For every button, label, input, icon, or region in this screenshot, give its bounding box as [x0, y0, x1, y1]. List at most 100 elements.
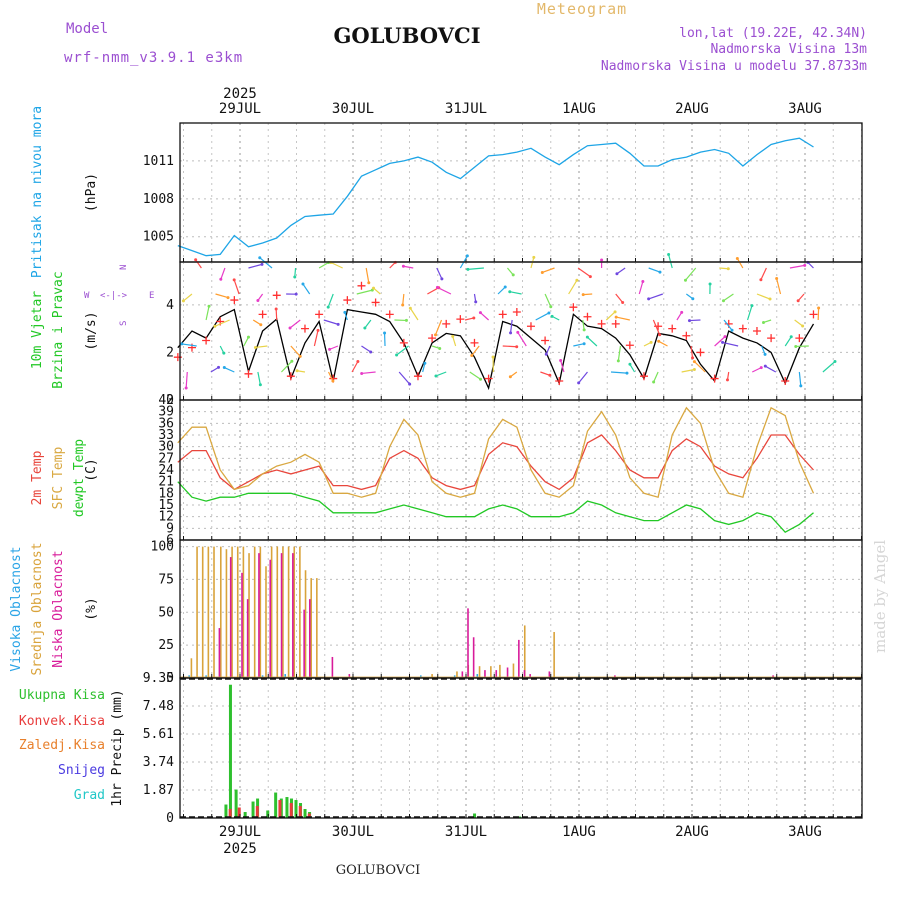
wind-arrow-head: [582, 328, 586, 332]
wind-arrow-head: [763, 352, 767, 356]
wind-arrow-head: [616, 359, 620, 363]
y-tick-label: 6: [166, 533, 174, 548]
wind-arrow: [318, 261, 329, 269]
wind-arrow-head: [343, 310, 347, 314]
wind-arrow: [765, 365, 777, 373]
y-axis-unit: (hPa): [84, 173, 99, 212]
wind-arrow: [509, 319, 513, 333]
wind-arrow: [281, 360, 293, 373]
wind-arrow: [497, 286, 506, 295]
wind-arrow: [736, 258, 744, 269]
wind-arrow-head: [641, 280, 645, 284]
precip-bar: [473, 813, 477, 818]
wind-arrow: [719, 267, 729, 270]
y-tick-label: 21: [158, 475, 174, 490]
gust-marker: [738, 324, 747, 333]
wind-arrow: [794, 319, 803, 327]
wind-arrow-head: [184, 386, 188, 390]
wind-arrow-head: [356, 360, 360, 364]
watermark: made by Angel: [871, 540, 889, 653]
day-label-bottom: 31JUL: [445, 824, 487, 840]
wind-arrow: [365, 267, 370, 283]
wind-arrow-head: [544, 352, 548, 356]
wind-arrow-head: [652, 380, 656, 384]
y-tick-label: 3.74: [143, 755, 174, 770]
wind-arrow: [798, 371, 802, 386]
label-low-cloud: Niska Oblacnost: [51, 550, 66, 667]
label-pressure: Pritisak na nivou mora: [30, 106, 45, 278]
wind-arrow: [689, 319, 701, 322]
wind-arrow: [294, 267, 297, 278]
wind-arrow: [685, 267, 697, 281]
wind-arrow-head: [256, 298, 260, 302]
wind-arrow-head: [833, 360, 837, 364]
wind-arrow-head: [408, 306, 412, 310]
panel-pressure: 1005 1008 1011 (hPa): [84, 122, 863, 263]
wind-arrow: [648, 267, 661, 273]
wind-arrow: [183, 293, 193, 302]
footer-station: GOLUBOVCI: [336, 863, 421, 878]
y-tick-label: 18: [158, 486, 174, 501]
gust-marker: [611, 319, 620, 328]
wind-arrow-head: [360, 371, 364, 375]
compass-south: S: [119, 321, 129, 326]
gust-marker: [272, 291, 281, 300]
precip-bar: [278, 800, 282, 818]
y-tick-label: 42: [158, 393, 174, 408]
wind-arrow-head: [683, 278, 687, 282]
wind-arrow: [403, 265, 414, 269]
wind-arrow: [760, 267, 767, 281]
gust-marker: [484, 374, 493, 383]
wind-arrow-head: [213, 324, 217, 328]
day-label-top: 31JUL: [445, 101, 487, 117]
wind-arrow: [396, 345, 409, 356]
gust-marker: [202, 336, 211, 345]
label-high-cloud: Visoka Oblacnost: [9, 546, 24, 671]
wind-arrow: [181, 343, 197, 347]
precip-bar: [234, 789, 238, 818]
wind-arrow: [756, 293, 771, 300]
year-label-top: 2025: [223, 86, 257, 102]
gust-marker: [442, 319, 451, 328]
wind-arrow: [302, 283, 311, 295]
wind-arrow: [568, 279, 578, 295]
wind-arrow: [215, 293, 229, 299]
model-label: Model: [66, 21, 108, 37]
wind-arrow: [652, 319, 661, 335]
wind-arrow-head: [491, 355, 495, 359]
wind-arrow-head: [316, 328, 320, 332]
wind-arrow: [361, 371, 376, 375]
legend-precip: Snijeg: [58, 763, 105, 778]
wind-arrow-head: [434, 374, 438, 378]
wind-arrow: [776, 278, 782, 295]
wind-arrow: [356, 289, 373, 295]
wind-arrow-head: [625, 371, 629, 375]
wind-arrow-head: [708, 282, 712, 286]
gust-marker: [413, 372, 422, 381]
label-sfc-temp: SFC Temp: [51, 447, 66, 510]
wind-arrow-head: [628, 362, 632, 366]
y-tick-label: 75: [158, 572, 174, 587]
day-label-bottom: 30JUL: [332, 824, 374, 840]
gust-marker: [258, 310, 267, 319]
wind-arrow: [327, 293, 334, 308]
series-line: [177, 308, 815, 391]
wind-arrow-head: [435, 285, 439, 289]
legend-precip: Grad: [74, 788, 105, 803]
series-line: [177, 406, 815, 499]
lonlat-label: lon,lat (19.22E, 42.34N): [679, 26, 867, 41]
wind-arrow-head: [725, 378, 729, 382]
precip-bar: [237, 807, 241, 818]
wind-arrow-head: [691, 356, 695, 360]
precip-bar: [228, 809, 232, 818]
gust-marker: [710, 374, 719, 383]
wind-arrow: [506, 267, 514, 276]
wind-arrow-head: [550, 314, 554, 318]
wind-arrow-head: [401, 303, 405, 307]
gust-marker: [752, 327, 761, 335]
wind-arrow-head: [401, 264, 405, 268]
gust-marker: [696, 348, 705, 357]
gust-marker: [795, 334, 804, 343]
wind-arrow-head: [295, 369, 299, 373]
